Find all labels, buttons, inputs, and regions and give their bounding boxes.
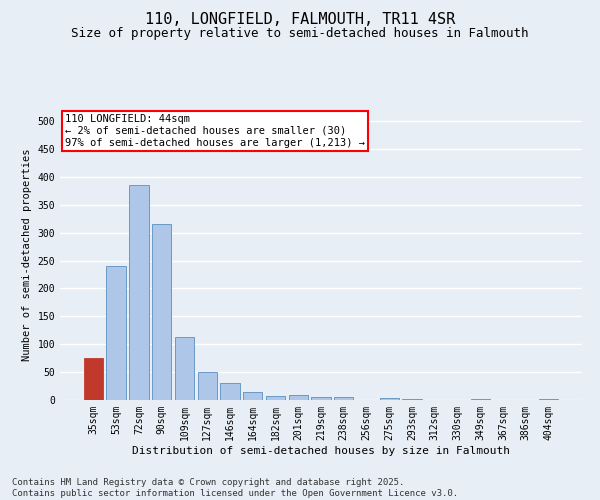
Bar <box>380 398 399 400</box>
Y-axis label: Number of semi-detached properties: Number of semi-detached properties <box>22 149 32 361</box>
Text: Contains HM Land Registry data © Crown copyright and database right 2025.
Contai: Contains HM Land Registry data © Crown c… <box>12 478 458 498</box>
Text: Size of property relative to semi-detached houses in Falmouth: Size of property relative to semi-detach… <box>71 28 529 40</box>
X-axis label: Distribution of semi-detached houses by size in Falmouth: Distribution of semi-detached houses by … <box>132 446 510 456</box>
Text: 110, LONGFIELD, FALMOUTH, TR11 4SR: 110, LONGFIELD, FALMOUTH, TR11 4SR <box>145 12 455 28</box>
Bar <box>106 266 126 400</box>
Bar <box>84 358 103 400</box>
Bar <box>197 372 217 400</box>
Bar <box>243 392 262 400</box>
Bar <box>152 224 172 400</box>
Bar <box>311 396 331 400</box>
Bar <box>129 186 149 400</box>
Bar <box>334 397 353 400</box>
Bar <box>289 395 308 400</box>
Bar <box>220 384 239 400</box>
Bar <box>266 396 285 400</box>
Bar <box>175 337 194 400</box>
Text: 110 LONGFIELD: 44sqm
← 2% of semi-detached houses are smaller (30)
97% of semi-d: 110 LONGFIELD: 44sqm ← 2% of semi-detach… <box>65 114 365 148</box>
